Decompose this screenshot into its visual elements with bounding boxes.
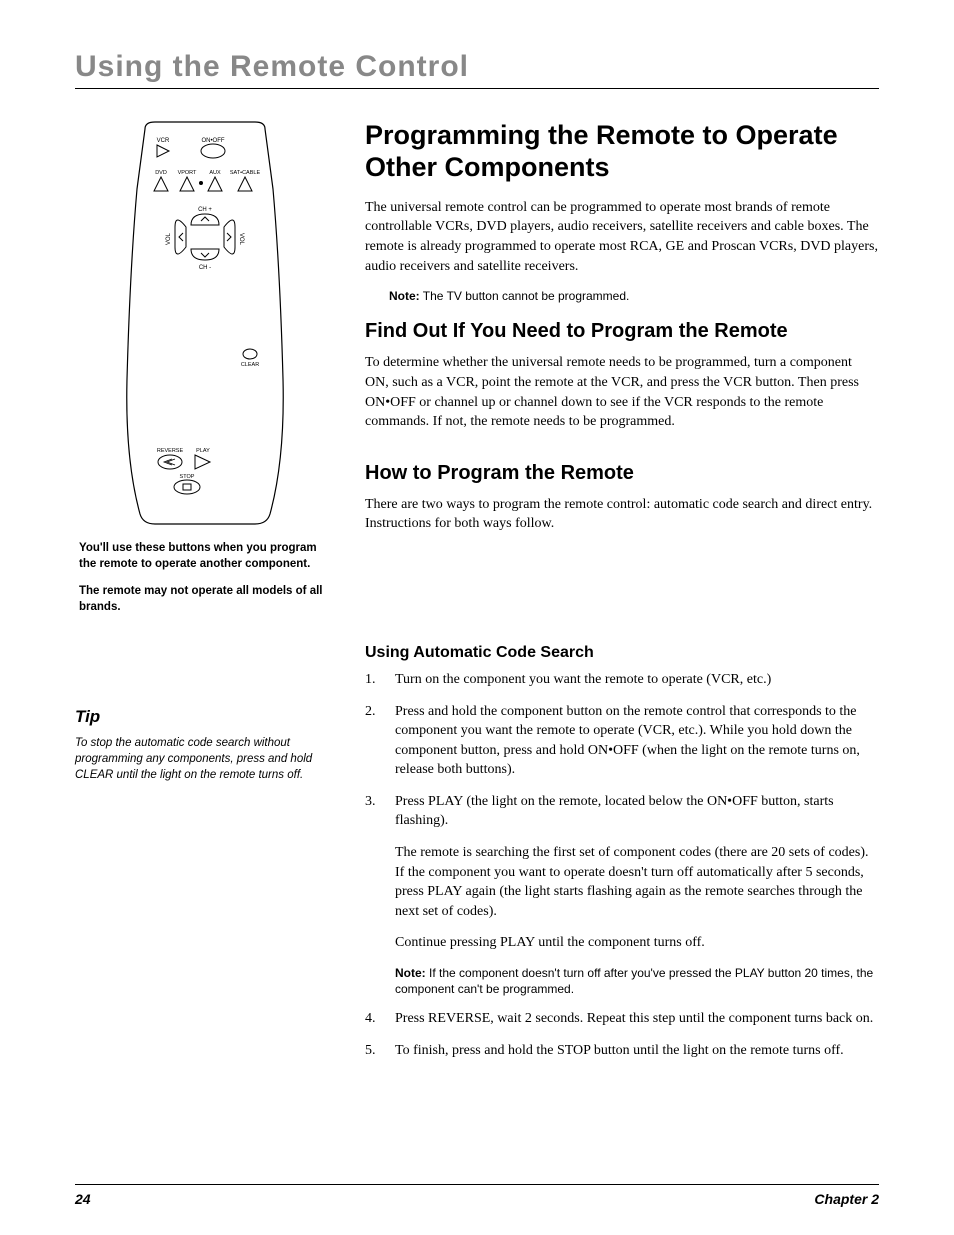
vcr-label: VCR <box>157 138 170 144</box>
step-2-text: Press and hold the component button on t… <box>395 704 860 778</box>
step-5-text: To finish, press and hold the STOP butto… <box>395 1043 844 1058</box>
subsubsection-autocode: Using Automatic Code Search <box>365 644 879 662</box>
tip-heading: Tip <box>75 707 335 727</box>
step-4: Press REVERSE, wait 2 seconds. Repeat th… <box>365 1009 879 1029</box>
dvd-label: DVD <box>155 170 167 176</box>
step-3: Press PLAY (the light on the remote, loc… <box>365 792 879 998</box>
vol-left-label: VOL <box>166 232 172 245</box>
reverse-label: REVERSE <box>157 448 184 454</box>
findout-paragraph: To determine whether the universal remot… <box>365 353 879 431</box>
clear-label: CLEAR <box>241 362 259 368</box>
satcable-label: SAT•CABLE <box>230 170 261 176</box>
onoff-label: ON•OFF <box>201 138 224 144</box>
step-3-text-b: The remote is searching the first set of… <box>395 843 879 921</box>
step-3-note: Note: If the component doesn't turn off … <box>395 965 879 997</box>
step-5: To finish, press and hold the STOP butto… <box>365 1041 879 1061</box>
subsection-findout: Find Out If You Need to Program the Remo… <box>365 320 879 343</box>
step-3-text-a: Press PLAY (the light on the remote, loc… <box>395 794 834 829</box>
play-label: PLAY <box>196 448 210 454</box>
stop-label: STOP <box>180 474 195 480</box>
howto-paragraph: There are two ways to program the remote… <box>365 495 879 534</box>
note-tv-button: Note: The TV button cannot be programmed… <box>389 288 879 304</box>
remote-caption-2: The remote may not operate all models of… <box>75 584 335 615</box>
aux-label: AUX <box>209 170 221 176</box>
remote-diagram: VCR ON•OFF DVD VPORT AUX SAT•CABLE CH + … <box>115 119 295 529</box>
step-1: Turn on the component you want the remot… <box>365 670 879 690</box>
content-columns: VCR ON•OFF DVD VPORT AUX SAT•CABLE CH + … <box>75 119 879 1073</box>
step-2: Press and hold the component button on t… <box>365 702 879 780</box>
steps-list: Turn on the component you want the remot… <box>365 670 879 1061</box>
step-4-text: Press REVERSE, wait 2 seconds. Repeat th… <box>395 1011 873 1026</box>
chapter-label: Chapter 2 <box>814 1191 879 1207</box>
section-title: Programming the Remote to Operate Other … <box>365 119 879 184</box>
page-footer: 24 Chapter 2 <box>75 1184 879 1207</box>
step-3-note-label: Note: <box>395 966 426 980</box>
chminus-label: CH - <box>199 265 211 271</box>
vol-right-label: VOL <box>238 233 244 246</box>
step-3-note-text: If the component doesn't turn off after … <box>395 966 873 996</box>
note-text: The TV button cannot be programmed. <box>420 289 630 303</box>
remote-caption-1: You'll use these buttons when you progra… <box>75 541 335 572</box>
step-3-text-c: Continue pressing PLAY until the compone… <box>395 933 879 953</box>
sidebar: VCR ON•OFF DVD VPORT AUX SAT•CABLE CH + … <box>75 119 335 1073</box>
vport-label: VPORT <box>178 170 197 176</box>
chapter-title: Using the Remote Control <box>75 50 879 84</box>
chplus-label: CH + <box>198 207 212 213</box>
main-column: Programming the Remote to Operate Other … <box>365 119 879 1073</box>
divider-top <box>75 88 879 89</box>
subsection-howto: How to Program the Remote <box>365 462 879 485</box>
note-label: Note: <box>389 289 420 303</box>
intro-paragraph: The universal remote control can be prog… <box>365 198 879 276</box>
page-number: 24 <box>75 1191 91 1207</box>
step-1-text: Turn on the component you want the remot… <box>395 672 771 687</box>
tip-body: To stop the automatic code search withou… <box>75 735 335 783</box>
